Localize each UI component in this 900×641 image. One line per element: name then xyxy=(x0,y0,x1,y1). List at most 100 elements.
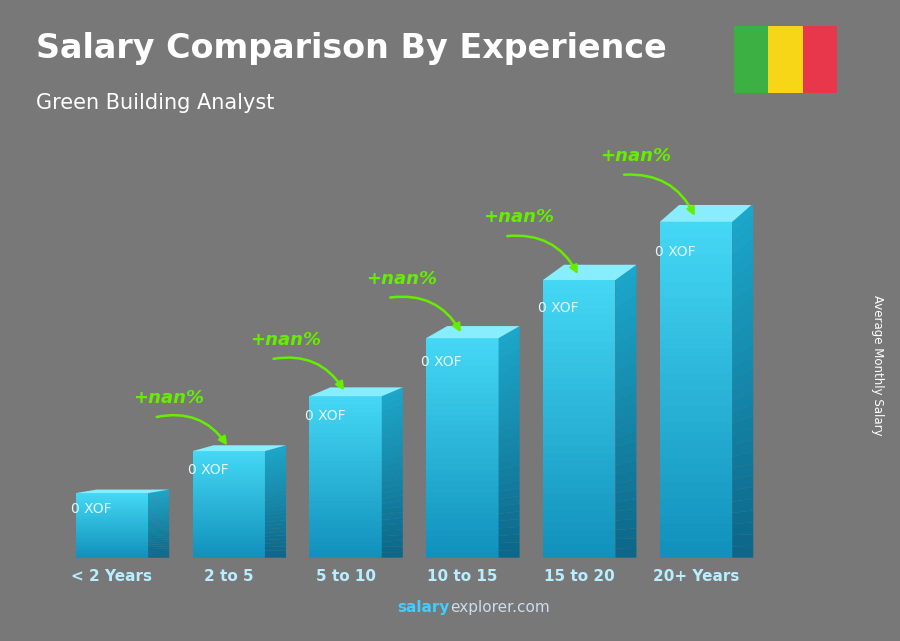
Polygon shape xyxy=(543,551,616,558)
Text: 0 XOF: 0 XOF xyxy=(421,355,462,369)
Polygon shape xyxy=(499,527,519,536)
Polygon shape xyxy=(427,420,499,426)
Polygon shape xyxy=(265,543,286,547)
Polygon shape xyxy=(543,419,616,426)
Polygon shape xyxy=(543,294,616,301)
Text: +nan%: +nan% xyxy=(483,208,554,226)
Polygon shape xyxy=(310,453,382,457)
Polygon shape xyxy=(499,372,519,389)
Text: Green Building Analyst: Green Building Analyst xyxy=(36,93,274,113)
Polygon shape xyxy=(382,393,403,407)
Polygon shape xyxy=(193,502,265,504)
Polygon shape xyxy=(427,453,499,459)
Polygon shape xyxy=(193,478,265,480)
Polygon shape xyxy=(733,440,753,457)
Polygon shape xyxy=(265,487,286,494)
Polygon shape xyxy=(148,540,169,542)
Polygon shape xyxy=(543,447,616,454)
Polygon shape xyxy=(265,517,286,522)
Polygon shape xyxy=(543,426,616,433)
Polygon shape xyxy=(660,247,733,256)
Polygon shape xyxy=(733,392,753,412)
Polygon shape xyxy=(616,489,636,502)
Polygon shape xyxy=(382,524,403,531)
Polygon shape xyxy=(193,499,265,502)
Polygon shape xyxy=(148,537,169,540)
Polygon shape xyxy=(382,427,403,439)
Polygon shape xyxy=(543,322,616,329)
Polygon shape xyxy=(310,440,382,445)
Polygon shape xyxy=(616,460,636,474)
Polygon shape xyxy=(76,514,148,516)
Polygon shape xyxy=(310,497,382,501)
Polygon shape xyxy=(76,556,148,558)
Polygon shape xyxy=(310,509,382,513)
Polygon shape xyxy=(499,395,519,412)
Polygon shape xyxy=(733,215,753,244)
Polygon shape xyxy=(543,440,616,447)
Polygon shape xyxy=(193,445,286,451)
Polygon shape xyxy=(660,365,733,373)
Polygon shape xyxy=(427,514,499,519)
Polygon shape xyxy=(616,274,636,299)
Polygon shape xyxy=(382,444,403,456)
Polygon shape xyxy=(499,449,519,463)
Polygon shape xyxy=(660,541,733,549)
Polygon shape xyxy=(543,454,616,460)
Polygon shape xyxy=(660,306,733,314)
Polygon shape xyxy=(193,465,265,467)
Polygon shape xyxy=(733,499,753,513)
Polygon shape xyxy=(660,533,733,541)
Polygon shape xyxy=(310,469,382,473)
Polygon shape xyxy=(427,459,499,464)
Polygon shape xyxy=(310,396,382,400)
Polygon shape xyxy=(427,442,499,448)
Polygon shape xyxy=(382,540,403,547)
Polygon shape xyxy=(310,513,382,517)
Polygon shape xyxy=(265,546,286,551)
Polygon shape xyxy=(265,520,286,526)
Polygon shape xyxy=(427,354,499,360)
Polygon shape xyxy=(543,265,636,280)
Polygon shape xyxy=(733,262,753,289)
Polygon shape xyxy=(427,399,499,404)
Polygon shape xyxy=(193,480,265,483)
Polygon shape xyxy=(660,264,733,272)
Polygon shape xyxy=(310,420,382,424)
Polygon shape xyxy=(76,551,148,553)
Polygon shape xyxy=(310,529,382,533)
Polygon shape xyxy=(76,522,148,524)
Polygon shape xyxy=(733,239,753,267)
Polygon shape xyxy=(660,415,733,423)
Polygon shape xyxy=(76,506,148,508)
Polygon shape xyxy=(193,512,265,515)
Polygon shape xyxy=(660,449,733,457)
Polygon shape xyxy=(193,459,265,462)
Polygon shape xyxy=(382,450,403,461)
Polygon shape xyxy=(427,492,499,497)
Polygon shape xyxy=(265,513,286,519)
Polygon shape xyxy=(265,505,286,512)
Polygon shape xyxy=(193,467,265,470)
Polygon shape xyxy=(76,493,148,495)
Polygon shape xyxy=(660,256,733,264)
Polygon shape xyxy=(310,429,382,433)
Polygon shape xyxy=(543,481,616,488)
Polygon shape xyxy=(193,531,265,534)
Polygon shape xyxy=(76,496,148,498)
Polygon shape xyxy=(733,510,753,524)
Polygon shape xyxy=(310,412,382,417)
Polygon shape xyxy=(499,380,519,397)
Polygon shape xyxy=(148,503,169,508)
Polygon shape xyxy=(76,490,169,493)
Polygon shape xyxy=(543,412,616,419)
Polygon shape xyxy=(499,457,519,470)
Polygon shape xyxy=(543,467,616,474)
Polygon shape xyxy=(660,238,733,247)
Polygon shape xyxy=(310,424,382,429)
Polygon shape xyxy=(382,529,403,536)
Polygon shape xyxy=(427,344,499,349)
Polygon shape xyxy=(265,472,286,479)
Polygon shape xyxy=(310,400,382,404)
Polygon shape xyxy=(148,494,169,499)
